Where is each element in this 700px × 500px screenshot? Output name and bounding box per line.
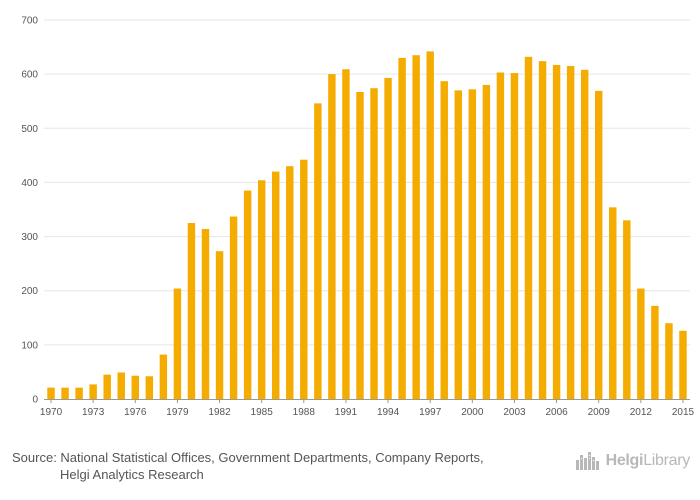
bar-2013[interactable] <box>651 305 659 399</box>
bar-1985[interactable] <box>257 180 266 399</box>
bar-1997[interactable] <box>426 51 434 399</box>
y-tick-label: 700 <box>21 16 38 27</box>
bar-1994[interactable] <box>384 77 392 399</box>
bar-1999[interactable] <box>454 90 463 399</box>
y-tick-label: 200 <box>21 286 38 297</box>
x-tick-label: 1976 <box>124 407 147 418</box>
x-tick-label: 2015 <box>672 407 695 418</box>
bar-2004[interactable] <box>524 56 533 400</box>
bar-1981[interactable] <box>201 228 210 399</box>
y-tick-label: 300 <box>21 232 38 243</box>
bar-1976[interactable] <box>131 375 140 399</box>
helgi-library-logo: HelgiLibrary <box>575 451 691 471</box>
bar-1990[interactable] <box>328 74 336 400</box>
bar-1977[interactable] <box>145 376 154 399</box>
bar-2011[interactable] <box>623 220 631 399</box>
bar-2015[interactable] <box>679 330 687 399</box>
bar-1971[interactable] <box>61 387 69 399</box>
bar-2000[interactable] <box>468 89 477 399</box>
logo-text: HelgiLibrary <box>605 452 691 470</box>
x-tick-label: 1985 <box>251 407 274 418</box>
y-tick-label: 500 <box>21 124 38 135</box>
bar-2002[interactable] <box>496 72 505 400</box>
source-line-1: Source: National Statistical Offices, Go… <box>12 450 484 465</box>
bar-1979[interactable] <box>173 288 182 399</box>
bar-2014[interactable] <box>665 323 673 399</box>
bar-1975[interactable] <box>117 372 125 399</box>
bar-2001[interactable] <box>482 84 491 399</box>
gridlines <box>44 19 690 346</box>
x-tick-label: 2006 <box>545 407 568 418</box>
source-note: Source: National Statistical Offices, Go… <box>12 449 552 483</box>
bar-1993[interactable] <box>370 88 378 399</box>
bars <box>47 51 687 400</box>
bar-2012[interactable] <box>637 288 645 399</box>
bar-1983[interactable] <box>229 216 238 399</box>
bar-1987[interactable] <box>286 166 294 399</box>
y-tick-label: 400 <box>21 178 38 189</box>
x-tick-label: 1979 <box>166 407 189 418</box>
bar-1998[interactable] <box>440 81 448 399</box>
bar-1973[interactable] <box>89 384 97 399</box>
city-skyline-icon <box>575 452 599 470</box>
bar-1974[interactable] <box>103 374 111 399</box>
bar-2005[interactable] <box>538 61 547 400</box>
logo-brand: Helgi <box>605 452 644 469</box>
bar-1996[interactable] <box>412 55 420 399</box>
x-tick-label: 1988 <box>293 407 316 418</box>
bar-1992[interactable] <box>356 92 364 399</box>
bar-1988[interactable] <box>300 159 308 399</box>
bar-2010[interactable] <box>609 207 617 399</box>
x-tick-label: 1994 <box>377 407 400 418</box>
chart-area: 0 100 200 300 400 500 600 700 1970 1973 1976 1979 1… <box>21 16 695 419</box>
x-tick-label: 2012 <box>630 407 653 418</box>
bar-2003[interactable] <box>510 73 519 399</box>
x-tick-label: 1973 <box>82 407 105 418</box>
bar-2009[interactable] <box>594 90 603 400</box>
y-axis: 0 100 200 300 400 500 600 700 <box>21 16 38 406</box>
bar-1980[interactable] <box>187 223 196 399</box>
x-axis: 1970 1973 1976 1979 1982 1985 1988 1991 1994 1997… <box>40 399 695 418</box>
bar-2006[interactable] <box>552 64 561 399</box>
x-tick-label: 1970 <box>40 407 63 418</box>
bar-1978[interactable] <box>159 354 168 399</box>
x-tick-label: 2003 <box>503 407 526 418</box>
bar-1984[interactable] <box>243 190 252 399</box>
x-tick-label: 2000 <box>461 407 484 418</box>
x-tick-label: 2009 <box>588 407 611 418</box>
x-tick-label: 1982 <box>208 407 231 418</box>
x-tick-label: 1997 <box>419 407 442 418</box>
bar-1970[interactable] <box>47 387 55 399</box>
x-tick-label: 1991 <box>335 407 358 418</box>
y-tick-label: 600 <box>21 70 38 81</box>
y-tick-label: 100 <box>21 340 38 351</box>
source-line-2: Helgi Analytics Research <box>60 467 204 482</box>
y-tick-label: 0 <box>32 395 38 406</box>
bar-1972[interactable] <box>75 387 83 399</box>
bar-1982[interactable] <box>215 251 224 399</box>
bar-2007[interactable] <box>566 66 575 400</box>
bar-1991[interactable] <box>342 69 350 400</box>
bar-1989[interactable] <box>314 103 322 399</box>
bar-1995[interactable] <box>398 57 406 400</box>
bar-1986[interactable] <box>271 171 280 399</box>
logo-suffix: Library <box>643 452 690 469</box>
bar-2008[interactable] <box>580 69 589 399</box>
